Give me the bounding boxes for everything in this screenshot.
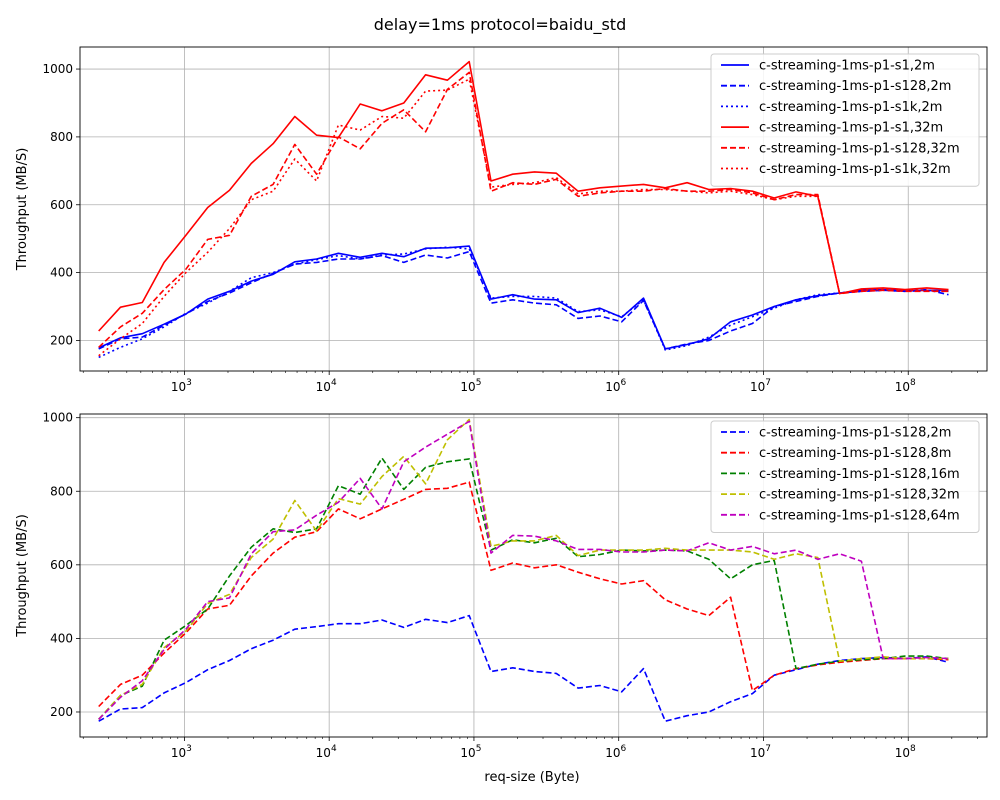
- x-tick-label: 106: [605, 378, 626, 394]
- y-tick-label: 800: [50, 484, 73, 498]
- x-axis-label: req-size (Byte): [484, 770, 579, 785]
- series-line: [98, 457, 949, 720]
- y-tick-label: 1000: [42, 411, 73, 425]
- legend: c-streaming-1ms-p1-s1,2m c-streaming-1ms-…: [710, 53, 980, 187]
- x-tick-label: 103: [171, 378, 192, 394]
- legend-entry: c-streaming-1ms-p1-s1k,32m: [759, 162, 951, 177]
- series-line: [98, 250, 949, 350]
- legend-entry: c-streaming-1ms-p1-s1,2m: [759, 59, 935, 74]
- x-tick-label: 104: [316, 744, 337, 760]
- y-tick-label: 400: [50, 266, 73, 280]
- top-subplot: 103 104 105 106 107 108 200 400 600 800 1000 Throug…: [15, 46, 988, 394]
- legend-entry: c-streaming-1ms-p1-s1,32m: [759, 121, 943, 136]
- axes-frame: [79, 413, 988, 738]
- x-tick-label: 107: [750, 378, 771, 394]
- legend-entry: c-streaming-1ms-p1-s128,16m: [759, 467, 960, 482]
- y-tick-label: 600: [50, 198, 73, 212]
- series-line: [98, 78, 949, 357]
- legend: c-streaming-1ms-p1-s128,2m c-streaming-1m…: [710, 420, 980, 533]
- series-lines: [98, 60, 949, 359]
- bottom-subplot: 103 104 105 106 107 108 200 400 600 800 1000 Throug…: [15, 411, 988, 760]
- legend-entry: c-streaming-1ms-p1-s128,8m: [759, 446, 951, 461]
- x-tick-label: 105: [460, 378, 481, 394]
- x-tick-label: 108: [895, 744, 916, 760]
- series-line: [98, 614, 949, 723]
- y-axis-label: Throughput (MB/S): [15, 148, 30, 272]
- legend-entry: c-streaming-1ms-p1-s1k,2m: [759, 100, 942, 115]
- legend-entry: c-streaming-1ms-p1-s128,2m: [759, 426, 951, 441]
- y-tick-label: 400: [50, 631, 73, 645]
- y-tick-label: 800: [50, 130, 73, 144]
- legend-entry: c-streaming-1ms-p1-s128,2m: [759, 79, 951, 94]
- series-line: [98, 245, 949, 350]
- x-tick-label: 107: [750, 744, 771, 760]
- x-tick-label: 105: [460, 744, 481, 760]
- x-tick-label: 103: [171, 744, 192, 760]
- y-tick-label: 200: [50, 705, 73, 719]
- x-tick-label: 108: [895, 378, 916, 394]
- series-line: [98, 420, 949, 720]
- figure-title: delay=1ms protocol=baidu_std: [374, 15, 626, 35]
- y-tick-label: 600: [50, 558, 73, 572]
- legend-entry: c-streaming-1ms-p1-s128,32m: [759, 141, 960, 156]
- legend-entry: c-streaming-1ms-p1-s128,64m: [759, 508, 960, 523]
- legend-entry: c-streaming-1ms-p1-s128,32m: [759, 488, 960, 503]
- legend-box: [710, 53, 980, 187]
- x-tick-label: 104: [316, 378, 337, 394]
- x-tick-label: 106: [605, 744, 626, 760]
- legend-box: [710, 420, 980, 533]
- y-axis-label: Throughput (MB/S): [15, 514, 30, 638]
- axes-frame: [79, 46, 988, 372]
- y-tick-label: 1000: [42, 62, 73, 76]
- series-line: [98, 246, 949, 359]
- y-tick-label: 200: [50, 333, 73, 347]
- series-line: [98, 71, 949, 348]
- series-lines: [98, 418, 949, 723]
